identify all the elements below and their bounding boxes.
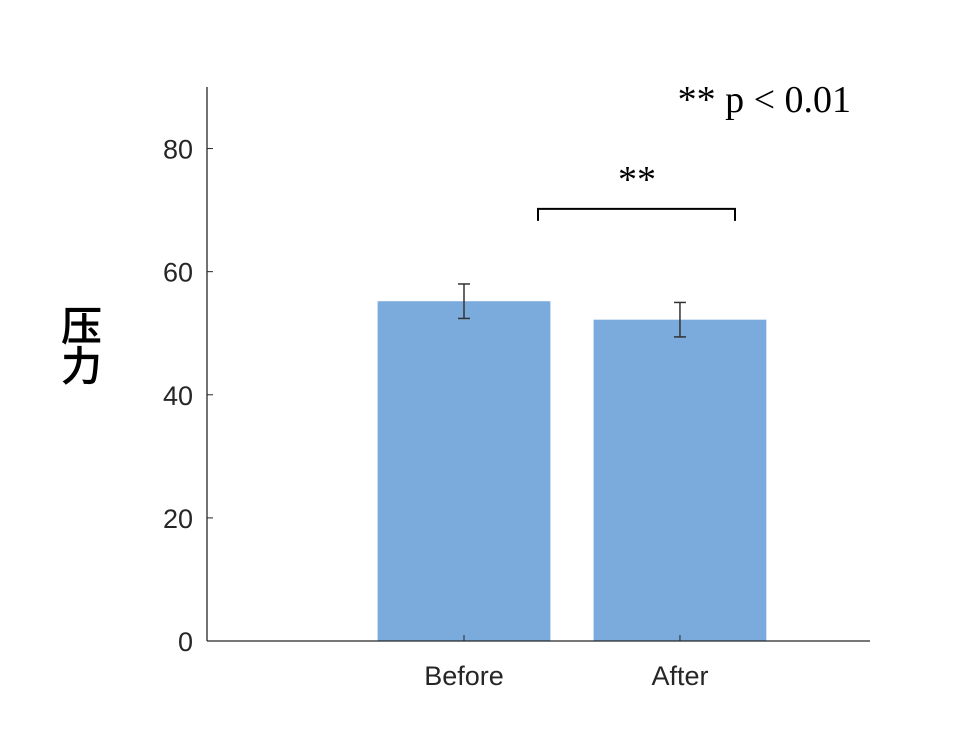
y-tick-label: 0 xyxy=(178,627,193,657)
y-axis-label: 压力 xyxy=(56,305,102,386)
significance-bracket xyxy=(537,207,736,221)
y-tick-label: 80 xyxy=(163,135,193,165)
plot-area xyxy=(377,207,767,641)
y-axis: 0 20 40 60 80 xyxy=(163,87,213,657)
significance-stars: ** xyxy=(618,159,656,201)
x-tick-label: After xyxy=(651,661,708,691)
y-tick-label: 20 xyxy=(163,504,193,534)
y-tick-label: 40 xyxy=(163,381,193,411)
bar-after xyxy=(593,319,767,641)
x-axis: Before After xyxy=(207,635,870,691)
y-tick-label: 60 xyxy=(163,258,193,288)
bar-before xyxy=(377,301,551,641)
x-tick-label: Before xyxy=(424,661,504,691)
significance-legend-note: ** p < 0.01 xyxy=(678,79,851,121)
